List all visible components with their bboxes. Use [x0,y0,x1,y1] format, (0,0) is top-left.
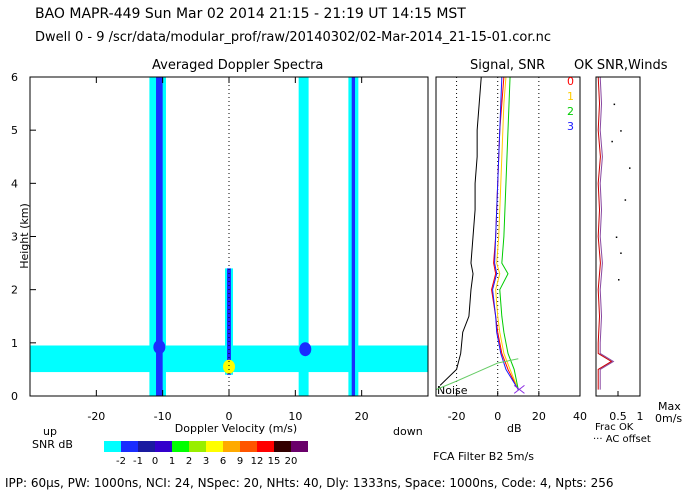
colorbar-tick-label: 20 [285,456,298,467]
colorbar-swatch [240,441,257,452]
snr-legend-item: 0 [567,75,574,88]
colorbar-tick-label: 1 [169,456,175,467]
colorbar-swatch [104,441,121,452]
frac-ok-label: Frac OK [595,422,634,433]
wind-x-tick-label: 0.5 [609,410,627,423]
colorbar-tick-label: 2 [186,456,192,467]
spectra-title: Averaged Doppler Spectra [152,58,324,73]
snr-x-label: dB [507,422,522,435]
x-tick-label: -10 [154,410,172,423]
wind-dot [615,236,618,238]
wind-dot [618,279,620,281]
snr-x-tick-label: 40 [573,410,587,423]
charts: Height (km) Doppler Velocity (m/s) up do… [11,71,682,467]
y-tick-label: 2 [11,284,18,297]
spectral-blob [299,342,312,357]
velocity-axis-label: Doppler Velocity (m/s) [175,422,297,435]
x-tick-label: 0 [226,410,233,423]
noise-label: Noise [437,384,468,397]
wind-dot [629,167,631,169]
snr-x-tick-label: 0 [494,410,501,423]
header-line-2: Dwell 0 - 9 /scr/data/modular_prof/raw/2… [35,30,552,45]
y-tick-label: 6 [11,71,18,84]
spectral-blob [223,359,235,374]
snr-frame [435,76,581,397]
colorbar-tick-label: 9 [237,456,243,467]
colorbar-swatch [172,441,189,452]
colorbar-swatch [121,441,138,452]
wind-frame [595,76,641,397]
max-value-label: 0m/s [655,412,682,425]
spectral-band [298,77,309,396]
wind-dot [620,252,622,254]
colorbar-tick-label: 3 [203,456,209,467]
x-tick-label: 20 [355,410,369,423]
wind-x-tick-label: 1 [637,410,644,423]
colorbar-tick-label: 0 [152,456,158,467]
up-label: up [43,425,57,438]
snr-trace-3 [492,76,519,390]
colorbar-swatch [155,441,172,452]
wind-dot [624,199,627,201]
colorbar-swatch [257,441,274,452]
colorbar-swatch [291,441,308,452]
snr-trace-signal [439,76,482,386]
snr-trace-1 [495,76,519,390]
y-tick-label: 4 [11,177,18,190]
y-tick-label: 1 [11,337,18,350]
colorbar-swatch [189,441,206,452]
y-tick-label: 3 [11,231,18,244]
x-tick-label: 10 [288,410,302,423]
wind-dot [620,130,622,132]
colorbar-swatch [274,441,291,452]
colorbar-tick-label: 12 [251,456,264,467]
height-axis-label: Height (km) [18,203,31,269]
colorbar-swatch [138,441,155,452]
footer-params: IPP: 60μs, PW: 1000ns, NCI: 24, NSpec: 2… [5,476,614,490]
noise-marker [513,384,525,394]
snr-trace-2 [499,76,519,390]
spectral-blob [153,340,166,355]
down-label: down [393,425,423,438]
frac-ok-trace-2 [599,76,615,390]
colorbar-swatch [223,441,240,452]
wind-dot [611,140,613,143]
colorbar-tick-label: -2 [116,456,126,467]
wind-title: OK SNR,Winds [574,58,668,73]
snr-x-tick-label: -20 [448,410,466,423]
colorbar-tick-label: 15 [268,456,281,467]
snr-legend-item: 1 [567,90,574,103]
spectral-band [351,77,356,396]
snr-trace-noise [435,358,519,391]
x-tick-label: -20 [87,410,105,423]
wind-dot [613,103,616,106]
colorbar-tick-label: -1 [133,456,143,467]
header-line-1: BAO MAPR-449 Sun Mar 02 2014 21:15 - 21:… [35,6,466,22]
snr-db-label: SNR dB [32,438,73,451]
colorbar-swatch [206,441,223,452]
snr-x-tick-label: 20 [532,410,546,423]
snr-legend-item: 2 [567,105,574,118]
snr-title: Signal, SNR [470,58,546,73]
frac-ok-trace [597,76,613,390]
snr-legend-item: 3 [567,120,574,133]
spectral-band [156,77,163,396]
y-tick-label: 5 [11,124,18,137]
fca-filter-label: FCA Filter B2 5m/s [433,450,534,463]
ac-offset-label: ··· AC offset [593,434,651,445]
y-tick-label: 0 [11,390,18,403]
max-label: Max [658,400,681,413]
colorbar-tick-label: 6 [220,456,226,467]
